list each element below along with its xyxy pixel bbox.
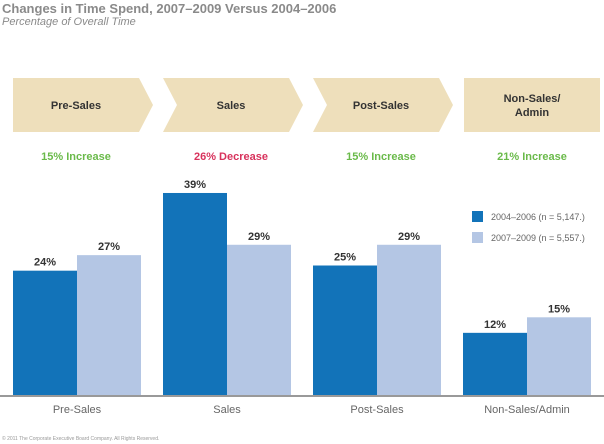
stage-label: Post-Sales xyxy=(353,100,409,112)
bar-value-label: 39% xyxy=(184,179,206,191)
stage-chevron-3 xyxy=(313,78,453,132)
stage-change-label: 15% Increase xyxy=(346,151,416,163)
bar-2-sales xyxy=(227,244,291,395)
bar-value-label: 29% xyxy=(248,231,270,243)
x-tick-label: Sales xyxy=(213,404,241,416)
x-tick-label: Non-Sales/Admin xyxy=(484,404,570,416)
stage-label: Non-Sales/ xyxy=(504,93,561,105)
stage-chevron-1 xyxy=(13,78,153,132)
legend-swatch-1 xyxy=(472,211,483,222)
stage-label: Sales xyxy=(217,100,246,112)
bar-2-pre-sales xyxy=(77,255,141,395)
bar-value-label: 29% xyxy=(398,231,420,243)
bar-value-label: 12% xyxy=(484,319,506,331)
legend-label-1: 2004–2006 (n = 5,147.) xyxy=(491,212,585,222)
chart-subtitle: Percentage of Overall Time xyxy=(2,16,136,28)
stage-chevron-2 xyxy=(163,78,303,132)
stage-change-label: 21% Increase xyxy=(497,151,567,163)
bar-value-label: 25% xyxy=(334,252,356,264)
bar-1-pre-sales xyxy=(13,270,77,395)
chart-title: Changes in Time Spend, 2007–2009 Versus … xyxy=(2,1,337,16)
bar-2-post-sales xyxy=(377,244,441,395)
stage-change-label: 15% Increase xyxy=(41,151,111,163)
stage-label: Admin xyxy=(515,107,550,119)
bar-value-label: 15% xyxy=(548,303,570,315)
stage-change-label: 26% Decrease xyxy=(194,151,268,163)
legend-label-2: 2007–2009 (n = 5,557.) xyxy=(491,233,585,243)
copyright-footer: © 2011 The Corporate Executive Board Com… xyxy=(2,436,160,442)
legend-swatch-2 xyxy=(472,232,483,243)
bar-2-non-sales-admin xyxy=(527,317,591,395)
bar-1-non-sales-admin xyxy=(463,332,527,395)
bar-value-label: 24% xyxy=(34,257,56,269)
bar-value-label: 27% xyxy=(98,241,120,253)
stage-chevron-4 xyxy=(464,78,600,132)
bar-1-sales xyxy=(163,192,227,395)
stage-label: Pre-Sales xyxy=(51,100,101,112)
x-tick-label: Pre-Sales xyxy=(53,404,102,416)
bar-1-post-sales xyxy=(313,265,377,395)
x-tick-label: Post-Sales xyxy=(350,404,404,416)
